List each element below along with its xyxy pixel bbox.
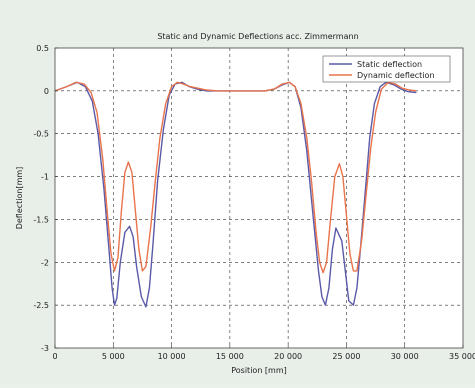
- x-tick-label: 15 000: [216, 352, 244, 361]
- x-axis-label: Position [mm]: [231, 366, 287, 375]
- y-tick-label: -2: [41, 258, 49, 267]
- legend-label-static: Static deflection: [357, 60, 422, 69]
- y-tick-label: -0.5: [33, 130, 49, 139]
- x-tick-label: 35 000: [449, 352, 475, 361]
- x-tick-label: 25 000: [332, 352, 360, 361]
- x-tick-label: 5 000: [102, 352, 125, 361]
- x-tick-label: 30 000: [391, 352, 419, 361]
- y-tick-label: 0.5: [36, 44, 49, 53]
- y-tick-label: -1: [41, 173, 49, 182]
- plot-frame: [54, 47, 464, 349]
- legend-box: [322, 55, 451, 83]
- x-tick-label: 10 000: [158, 352, 186, 361]
- tick-labels: 0 5 000 10 000 15 000 20 000 25 000 30 000 35 0…: [33, 44, 475, 361]
- plot-background: [55, 48, 463, 348]
- x-tick-label: 0: [52, 352, 57, 361]
- y-tick-label: 0: [44, 87, 49, 96]
- chart-title: Static and Dynamic Deflections acc. Zimm…: [157, 32, 358, 41]
- x-tick-label: 20 000: [274, 352, 302, 361]
- series-layer: [54, 81, 417, 308]
- series-line-dynamic: [54, 81, 417, 274]
- y-tick-label: -2.5: [33, 301, 49, 310]
- y-tick-label: -1.5: [33, 215, 49, 224]
- y-axis-label: Deflection[mm]: [15, 167, 24, 230]
- y-tick-label: -3: [41, 344, 49, 353]
- legend: Static deflection Dynamic deflection: [322, 55, 451, 83]
- legend-label-dynamic: Dynamic deflection: [357, 71, 435, 80]
